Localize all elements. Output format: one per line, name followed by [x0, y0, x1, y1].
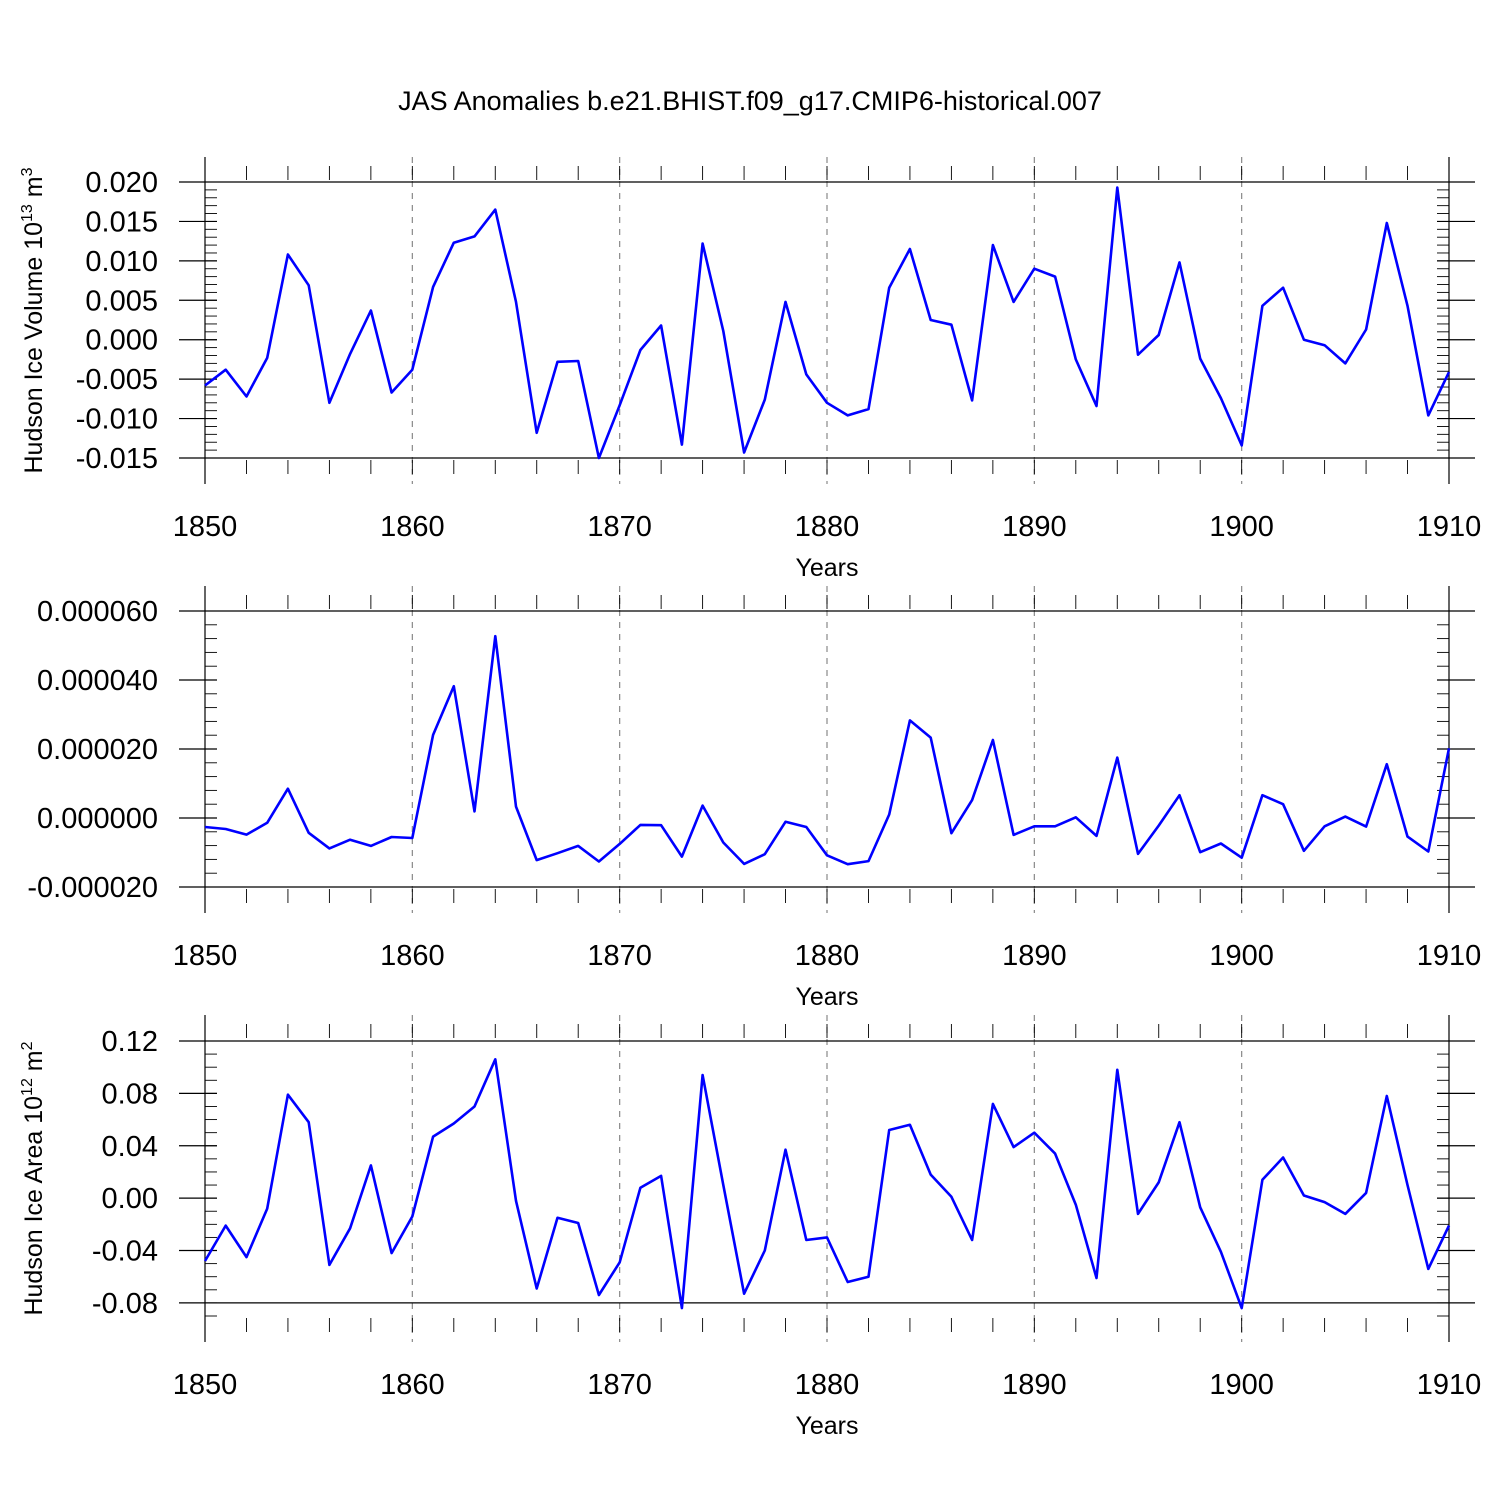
y-tick-label: 0.000	[85, 325, 158, 357]
x-tick-label: 1890	[1002, 1369, 1067, 1401]
panel-ice-volume: -0.015 -0.010 -0.005 0.000 0.005 0.010 0.015 0.…	[19, 157, 1481, 582]
figure-title: JAS Anomalies b.e21.BHIST.f09_g17.CMIP6-…	[398, 86, 1102, 116]
y-tick-label: 0.005	[85, 285, 158, 317]
series-line	[204, 186, 1451, 460]
x-tick-label: 1860	[380, 1369, 445, 1401]
y-tick-label: 0.12	[102, 1026, 158, 1058]
x-tick-label: 1850	[173, 511, 238, 543]
x-axis-title: Years	[795, 554, 858, 582]
y-tick-label: 0.04	[102, 1131, 158, 1163]
y-tick-label: 0.010	[85, 246, 158, 278]
x-tick-label: 1900	[1209, 1369, 1274, 1401]
y-tick-label: -0.005	[76, 364, 158, 396]
x-tick-label: 1890	[1002, 511, 1067, 543]
x-tick-label: 1910	[1417, 940, 1482, 972]
x-tick-label: 1900	[1209, 940, 1274, 972]
y-tick-label: -0.08	[92, 1288, 158, 1320]
y-tick-label: 0.000040	[37, 665, 158, 697]
x-tick-label: 1870	[587, 1369, 652, 1401]
x-tick-label: 1860	[380, 940, 445, 972]
x-tick-label: 1900	[1209, 511, 1274, 543]
series-line	[204, 634, 1451, 866]
x-tick-label: 1880	[795, 940, 860, 972]
x-tick-label: 1910	[1417, 511, 1482, 543]
x-tick-label: 1880	[795, 511, 860, 543]
x-axis-title: Years	[795, 983, 858, 1011]
y-tick-label: 0.08	[102, 1078, 158, 1110]
x-tick-label: 1890	[1002, 940, 1067, 972]
x-tick-label: 1870	[587, 511, 652, 543]
y-tick-label: -0.015	[76, 443, 158, 475]
x-tick-label: 1910	[1417, 1369, 1482, 1401]
x-tick-label: 1880	[795, 1369, 860, 1401]
x-tick-label: 1860	[380, 511, 445, 543]
series-line	[203, 1058, 1451, 1310]
y-tick-label: -0.010	[76, 404, 158, 436]
y-tick-label: -0.04	[92, 1236, 158, 1268]
y-tick-label: -0.000020	[27, 872, 158, 904]
y-axis-title: Hudson Ice Volume 1013 m3	[19, 167, 48, 473]
x-tick-label: 1850	[173, 940, 238, 972]
x-axis-title: Years	[795, 1412, 858, 1440]
x-tick-label: 1870	[587, 940, 652, 972]
y-tick-label: 0.000020	[37, 734, 158, 766]
y-tick-label: 0.00	[102, 1183, 158, 1215]
y-tick-label: 0.015	[85, 206, 158, 238]
panel-middle: -0.000020 0.000000 0.000020 0.000040 0.00006…	[27, 586, 1481, 1011]
y-tick-label: 0.000060	[37, 596, 158, 628]
y-tick-label: 0.020	[85, 167, 158, 199]
x-tick-label: 1850	[173, 1369, 238, 1401]
y-axis-title: Hudson Ice Area 1012 m2	[19, 1041, 48, 1315]
y-tick-label: 0.000000	[37, 803, 158, 835]
panel-ice-area: -0.08 -0.04 0.00 0.04 0.08 0.12 1850 1860 1870 18…	[19, 1015, 1481, 1440]
